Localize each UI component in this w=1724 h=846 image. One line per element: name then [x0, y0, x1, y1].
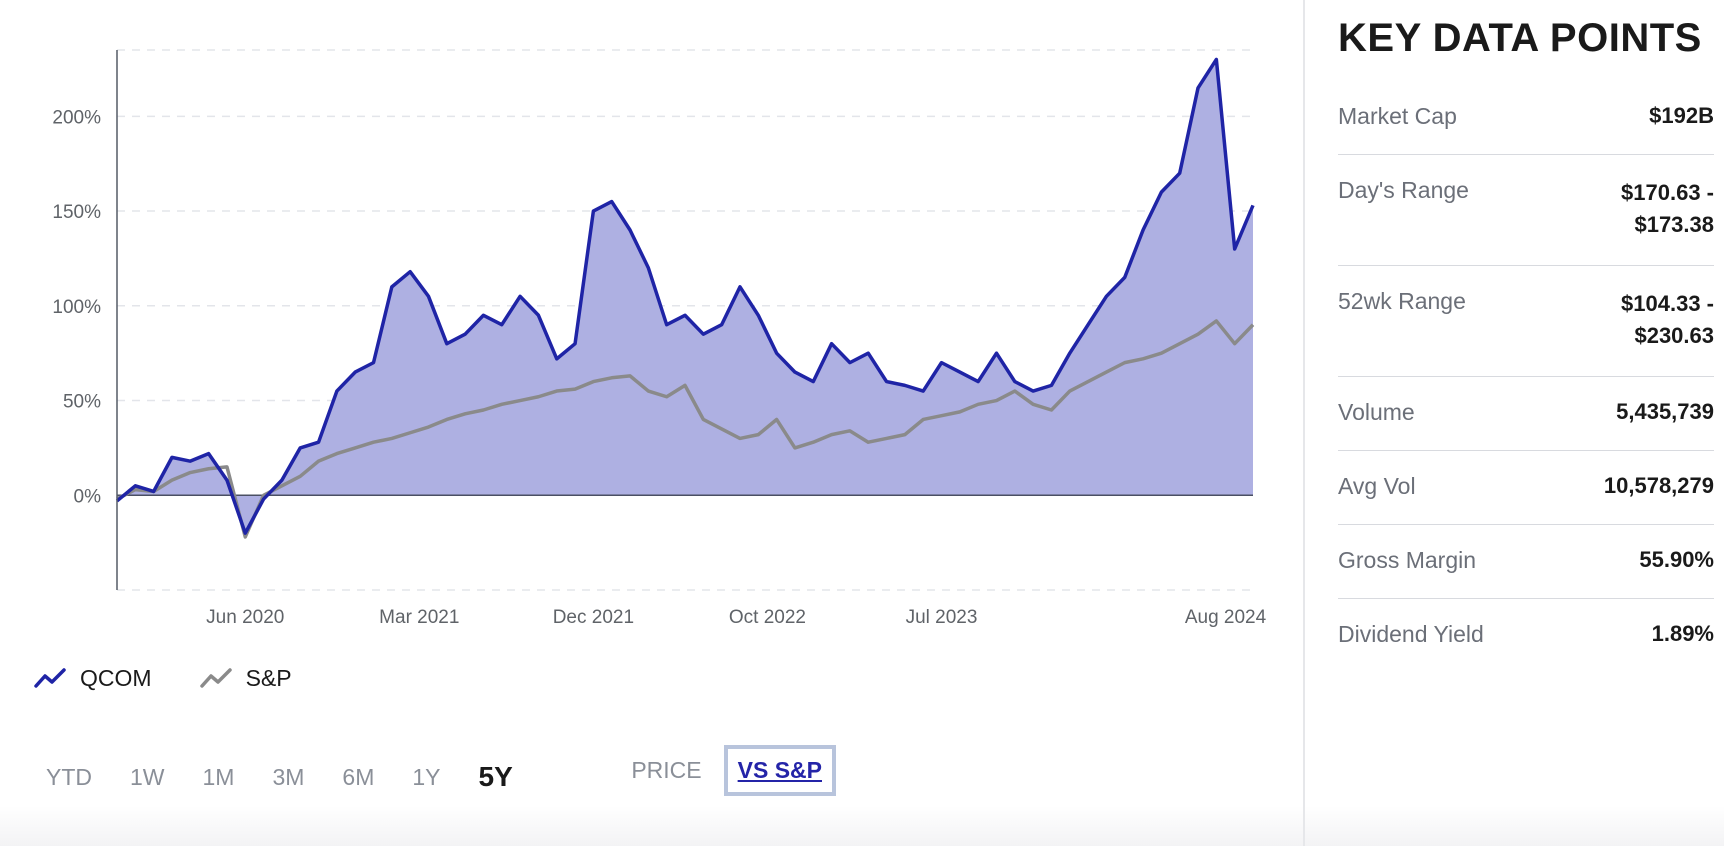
vs-sp-mode-button[interactable]: VS S&P [723, 745, 836, 796]
volume-value: 5,435,739 [1616, 399, 1714, 424]
key-data-panel: KEY DATA POINTS Market Cap $192B Day's R… [1338, 0, 1714, 672]
52wk-range-value: $104.33 - $230.63 [1621, 291, 1714, 348]
range-3m-button[interactable]: 3M [266, 760, 310, 795]
legend-label-sp: S&P [245, 664, 292, 691]
gross-margin-value: 55.90% [1639, 547, 1714, 572]
x-tick-label: Aug 2024 [1185, 607, 1267, 628]
range-1y-button[interactable]: 1Y [406, 760, 446, 795]
range-1w-button[interactable]: 1W [124, 760, 171, 795]
sp-series-line [116, 319, 1255, 539]
market-cap-label: Market Cap [1338, 103, 1457, 129]
chart-legend: QCOM S&P [34, 658, 340, 698]
dividend-yield-value: 1.89% [1651, 621, 1714, 646]
key-data-row-dividend-yield: Dividend Yield 1.89% [1338, 599, 1714, 672]
line-chart-icon [34, 668, 66, 688]
legend-item-qcom[interactable]: QCOM [34, 665, 152, 692]
legend-item-sp[interactable]: S&P [199, 664, 292, 692]
avg-vol-value: 10,578,279 [1603, 473, 1714, 498]
range-ytd-button[interactable]: YTD [40, 760, 98, 795]
52wk-range-label: 52wk Range [1338, 288, 1466, 314]
qcom-area-fill [117, 59, 1253, 534]
line-chart-icon [199, 668, 232, 688]
x-tick-label: Dec 2021 [553, 607, 634, 628]
days-range-value: $170.63 - $173.38 [1621, 180, 1714, 237]
market-cap-value: $192B [1649, 103, 1714, 128]
key-data-row-52wk-range: 52wk Range $104.33 - $230.63 [1338, 266, 1714, 377]
range-5y-button[interactable]: 5Y [473, 757, 519, 797]
key-data-row-gross-margin: Gross Margin 55.90% [1338, 525, 1714, 599]
panel-divider [1303, 0, 1305, 846]
dividend-yield-label: Dividend Yield [1338, 621, 1484, 647]
days-range-label: Day's Range [1338, 177, 1469, 203]
y-tick-label: 50% [63, 392, 101, 413]
x-tick-label: Jul 2023 [906, 607, 978, 628]
key-data-row-days-range: Day's Range $170.63 - $173.38 [1338, 155, 1714, 266]
y-tick-label: 0% [74, 486, 102, 507]
key-data-title: KEY DATA POINTS [1338, 16, 1702, 60]
price-mode-button[interactable]: PRICE [621, 749, 711, 792]
chart-mode-selector: PRICE VS S&P [621, 745, 836, 796]
volume-label: Volume [1338, 399, 1415, 425]
key-data-row-avg-vol: Avg Vol 10,578,279 [1338, 451, 1714, 525]
x-tick-label: Oct 2022 [729, 607, 806, 628]
key-data-row-market-cap: Market Cap $192B [1338, 81, 1714, 155]
y-tick-label: 100% [52, 297, 101, 318]
range-6m-button[interactable]: 6M [336, 760, 380, 795]
chart-area: 200% 150% 100% 50% 0% Jun 2020 Mar 2021 Dec 202… [34, 49, 1267, 797]
gross-margin-label: Gross Margin [1338, 547, 1477, 573]
avg-vol-label: Avg Vol [1338, 473, 1416, 499]
x-tick-label: Mar 2021 [379, 607, 459, 628]
y-tick-label: 150% [52, 202, 101, 223]
legend-label-qcom: QCOM [80, 664, 152, 691]
performance-chart: 200% 150% 100% 50% 0% Jun 2020 Mar 2021 Dec 202… [52, 49, 1267, 628]
qcom-series-line [115, 57, 1255, 535]
x-tick-label: Jun 2020 [206, 607, 284, 628]
time-range-selector: YTD 1W 1M 3M 6M 1Y 5Y [40, 757, 545, 797]
key-data-row-volume: Volume 5,435,739 [1338, 377, 1714, 451]
y-tick-label: 200% [52, 107, 101, 128]
range-1m-button[interactable]: 1M [197, 760, 241, 795]
